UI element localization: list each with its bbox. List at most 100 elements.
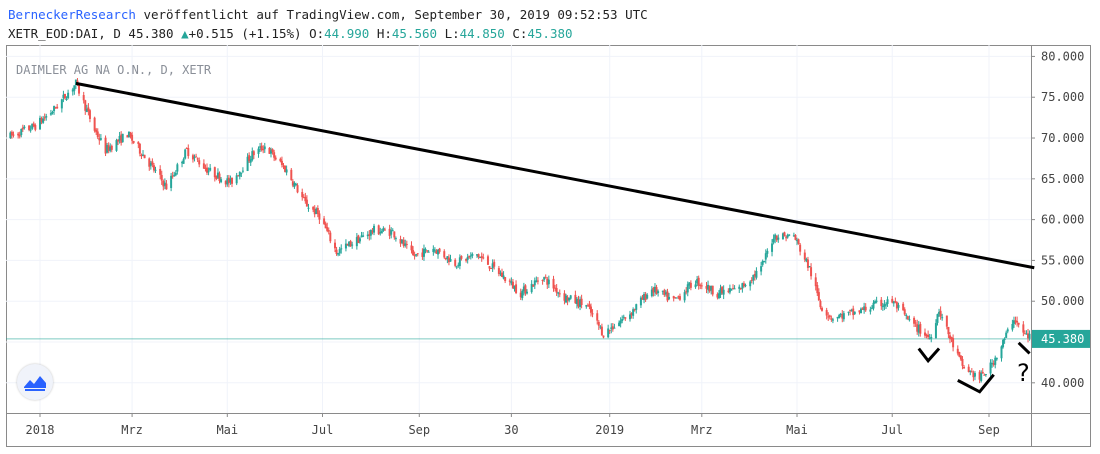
candle-body bbox=[152, 165, 155, 171]
candle-body bbox=[639, 297, 642, 306]
candle-body bbox=[213, 167, 216, 178]
candle-body bbox=[273, 152, 276, 158]
candle-body bbox=[569, 295, 572, 299]
candle-body bbox=[424, 249, 427, 251]
candle-body bbox=[916, 324, 919, 332]
candle-body bbox=[468, 255, 471, 258]
candle-body bbox=[216, 172, 219, 178]
candle-body bbox=[73, 85, 76, 91]
candle-body bbox=[575, 298, 578, 305]
candle-body bbox=[939, 310, 942, 317]
candle-body bbox=[204, 168, 207, 170]
up-arrow-icon: ▲ bbox=[181, 26, 189, 41]
candle-body bbox=[335, 249, 338, 254]
candle-body bbox=[151, 161, 154, 165]
candle-body bbox=[685, 291, 688, 293]
candle-body bbox=[28, 125, 31, 130]
candle-body bbox=[664, 292, 667, 294]
current-price-badge bbox=[1032, 329, 1090, 348]
candle-body bbox=[115, 140, 118, 151]
candle-body bbox=[334, 242, 337, 249]
candle-body bbox=[794, 234, 797, 240]
candle-body bbox=[849, 310, 852, 312]
candle-body bbox=[611, 326, 614, 330]
candle-body bbox=[906, 316, 909, 320]
candle-body bbox=[995, 357, 998, 360]
price-tick-label: 70.000 bbox=[1041, 131, 1084, 145]
candle-body bbox=[10, 131, 13, 136]
candle-body bbox=[435, 250, 438, 254]
candle-body bbox=[413, 255, 416, 257]
price-chart[interactable]: ? 40.00045.00050.00055.00060.00065.00070… bbox=[6, 45, 1091, 447]
candle-body bbox=[744, 285, 747, 287]
candle-body bbox=[438, 248, 441, 252]
candle-body bbox=[727, 290, 730, 292]
candle-body bbox=[522, 286, 525, 292]
time-tick-label: Mai bbox=[216, 423, 238, 437]
candle-body bbox=[978, 371, 981, 380]
candle-body bbox=[781, 233, 784, 240]
candle-body bbox=[764, 253, 767, 260]
candle-body bbox=[9, 132, 12, 139]
candle-body bbox=[362, 235, 365, 237]
v-mark-august bbox=[957, 373, 995, 394]
candle-body bbox=[950, 337, 953, 340]
candle-body bbox=[106, 145, 109, 153]
candle-body bbox=[629, 314, 632, 320]
candle-body bbox=[371, 231, 374, 233]
candle-body bbox=[457, 264, 460, 266]
candle-body bbox=[284, 166, 287, 172]
publisher-link[interactable]: BerneckerResearch bbox=[8, 7, 136, 22]
candle-body bbox=[586, 305, 589, 307]
candle-body bbox=[563, 293, 566, 301]
candle-body bbox=[710, 285, 713, 291]
candle-body bbox=[742, 283, 745, 287]
candle-body bbox=[198, 160, 201, 165]
candle-body bbox=[730, 289, 733, 291]
candle-body bbox=[53, 106, 56, 112]
header-published-line: BerneckerResearch veröffentlicht auf Tra… bbox=[8, 7, 648, 22]
candle-body bbox=[501, 272, 504, 278]
candle-body bbox=[491, 263, 494, 269]
candle-body bbox=[591, 313, 594, 315]
candle-body bbox=[120, 134, 123, 143]
candle-body bbox=[643, 294, 646, 300]
chart-border bbox=[6, 45, 1091, 447]
candle-body bbox=[860, 308, 863, 314]
candle-body bbox=[796, 240, 799, 242]
candle-body bbox=[263, 146, 266, 150]
candle-body bbox=[894, 301, 897, 303]
candle-body bbox=[633, 309, 636, 311]
tradingview-logo[interactable] bbox=[17, 364, 53, 400]
price-axis[interactable]: 40.00045.00050.00055.00060.00065.00070.0… bbox=[1031, 49, 1090, 390]
candle-body bbox=[174, 172, 177, 176]
candle-body bbox=[1002, 339, 1005, 348]
candle-body bbox=[449, 259, 452, 262]
candle-body bbox=[525, 291, 528, 294]
candle-body bbox=[32, 123, 35, 127]
candle-body bbox=[872, 302, 875, 309]
candle-body bbox=[596, 313, 599, 321]
candle-body bbox=[983, 374, 986, 376]
candle-body bbox=[510, 281, 513, 284]
candle-body bbox=[963, 366, 966, 369]
candle-body bbox=[326, 227, 329, 231]
candle-body bbox=[863, 306, 866, 311]
open-value: 44.990 bbox=[324, 26, 370, 41]
candle-body bbox=[1027, 333, 1030, 339]
candle-body bbox=[488, 266, 491, 269]
candle-body bbox=[585, 305, 588, 307]
candle-body bbox=[131, 134, 134, 141]
candle-body bbox=[785, 237, 788, 239]
time-axis[interactable]: 2018 Mrz Mai Jul Sep 30 2019 Mrz Mai Jul Sep bbox=[26, 413, 1000, 437]
candle-body bbox=[716, 294, 719, 298]
candle-body bbox=[847, 311, 850, 313]
candle-body bbox=[552, 278, 555, 289]
candle-body bbox=[836, 316, 839, 319]
candle-body bbox=[502, 275, 505, 279]
candle-body bbox=[618, 322, 621, 327]
candle-body bbox=[543, 277, 546, 280]
candle-body bbox=[852, 308, 855, 316]
candle-body bbox=[924, 332, 927, 336]
candle-body bbox=[226, 178, 229, 185]
